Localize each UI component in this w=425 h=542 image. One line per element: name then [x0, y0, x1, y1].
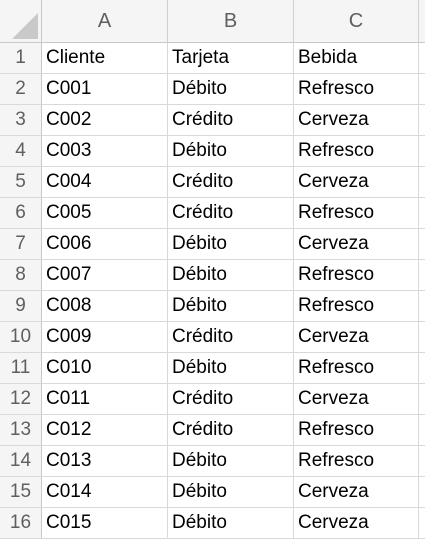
row-header-12[interactable]: 12	[0, 384, 42, 415]
cell-a11[interactable]: C010	[42, 353, 168, 384]
cell-c14[interactable]: Refresco	[294, 446, 419, 477]
cell-d3-partial[interactable]	[419, 105, 425, 136]
cell-d16-partial[interactable]	[419, 508, 425, 539]
cell-b8[interactable]: Débito	[168, 260, 294, 291]
cell-d5-partial[interactable]	[419, 167, 425, 198]
cell-d11-partial[interactable]	[419, 353, 425, 384]
cell-d13-partial[interactable]	[419, 415, 425, 446]
cell-a12[interactable]: C011	[42, 384, 168, 415]
cell-a6[interactable]: C005	[42, 198, 168, 229]
row-header-3[interactable]: 3	[0, 105, 42, 136]
cell-a8[interactable]: C007	[42, 260, 168, 291]
row-header-13[interactable]: 13	[0, 415, 42, 446]
cell-a4[interactable]: C003	[42, 136, 168, 167]
cell-b14[interactable]: Débito	[168, 446, 294, 477]
cell-d10-partial[interactable]	[419, 322, 425, 353]
cell-c8[interactable]: Refresco	[294, 260, 419, 291]
cell-c12[interactable]: Cerveza	[294, 384, 419, 415]
row-header-8[interactable]: 8	[0, 260, 42, 291]
cell-b2[interactable]: Débito	[168, 74, 294, 105]
cell-b10[interactable]: Crédito	[168, 322, 294, 353]
cell-c13[interactable]: Refresco	[294, 415, 419, 446]
row-header-6[interactable]: 6	[0, 198, 42, 229]
cell-c10[interactable]: Cerveza	[294, 322, 419, 353]
cell-d9-partial[interactable]	[419, 291, 425, 322]
row-header-14[interactable]: 14	[0, 446, 42, 477]
cell-c4[interactable]: Refresco	[294, 136, 419, 167]
row-header-15[interactable]: 15	[0, 477, 42, 508]
cell-b11[interactable]: Débito	[168, 353, 294, 384]
cell-a10[interactable]: C009	[42, 322, 168, 353]
row-header-10[interactable]: 10	[0, 322, 42, 353]
cell-c5[interactable]: Cerveza	[294, 167, 419, 198]
cell-b3[interactable]: Crédito	[168, 105, 294, 136]
cell-a14[interactable]: C013	[42, 446, 168, 477]
cell-d8-partial[interactable]	[419, 260, 425, 291]
cell-d6-partial[interactable]	[419, 198, 425, 229]
cell-c2[interactable]: Refresco	[294, 74, 419, 105]
cell-a9[interactable]: C008	[42, 291, 168, 322]
cell-c11[interactable]: Refresco	[294, 353, 419, 384]
cell-a5[interactable]: C004	[42, 167, 168, 198]
row-header-16[interactable]: 16	[0, 508, 42, 539]
cell-d14-partial[interactable]	[419, 446, 425, 477]
column-header-d-partial[interactable]	[419, 0, 425, 43]
row-header-7[interactable]: 7	[0, 229, 42, 260]
cell-c3[interactable]: Cerveza	[294, 105, 419, 136]
select-all-corner[interactable]	[0, 0, 42, 43]
cell-d12-partial[interactable]	[419, 384, 425, 415]
column-header-b[interactable]: B	[168, 0, 294, 43]
row-header-4[interactable]: 4	[0, 136, 42, 167]
select-all-triangle-icon	[12, 13, 38, 39]
cell-d7-partial[interactable]	[419, 229, 425, 260]
row-header-2[interactable]: 2	[0, 74, 42, 105]
cell-b7[interactable]: Débito	[168, 229, 294, 260]
cell-a15[interactable]: C014	[42, 477, 168, 508]
cell-b6[interactable]: Crédito	[168, 198, 294, 229]
cell-c7[interactable]: Cerveza	[294, 229, 419, 260]
cell-c9[interactable]: Refresco	[294, 291, 419, 322]
cell-c15[interactable]: Cerveza	[294, 477, 419, 508]
column-header-c[interactable]: C	[294, 0, 419, 43]
cell-d4-partial[interactable]	[419, 136, 425, 167]
cell-a16[interactable]: C015	[42, 508, 168, 539]
cell-b16[interactable]: Débito	[168, 508, 294, 539]
cell-b4[interactable]: Débito	[168, 136, 294, 167]
cell-a2[interactable]: C001	[42, 74, 168, 105]
row-header-5[interactable]: 5	[0, 167, 42, 198]
row-header-1[interactable]: 1	[0, 43, 42, 74]
cell-b9[interactable]: Débito	[168, 291, 294, 322]
cell-d15-partial[interactable]	[419, 477, 425, 508]
cell-b12[interactable]: Crédito	[168, 384, 294, 415]
cell-a7[interactable]: C006	[42, 229, 168, 260]
cell-c1[interactable]: Bebida	[294, 43, 419, 74]
cell-b5[interactable]: Crédito	[168, 167, 294, 198]
row-header-11[interactable]: 11	[0, 353, 42, 384]
cell-d2-partial[interactable]	[419, 74, 425, 105]
cell-c6[interactable]: Refresco	[294, 198, 419, 229]
cell-c16[interactable]: Cerveza	[294, 508, 419, 539]
row-header-9[interactable]: 9	[0, 291, 42, 322]
cell-b13[interactable]: Crédito	[168, 415, 294, 446]
column-header-a[interactable]: A	[42, 0, 168, 43]
cell-a3[interactable]: C002	[42, 105, 168, 136]
cell-d1-partial[interactable]	[419, 43, 425, 74]
cell-a1[interactable]: Cliente	[42, 43, 168, 74]
cell-b1[interactable]: Tarjeta	[168, 43, 294, 74]
cell-a13[interactable]: C012	[42, 415, 168, 446]
cell-b15[interactable]: Débito	[168, 477, 294, 508]
